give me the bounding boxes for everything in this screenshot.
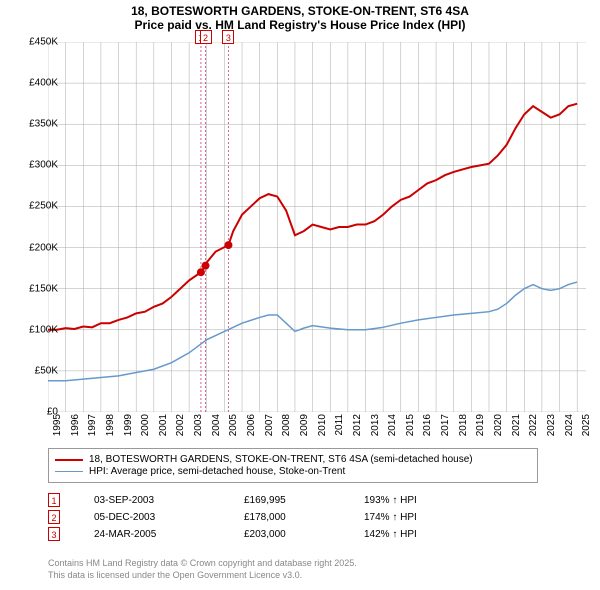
x-tick-label: 2009 — [299, 414, 310, 444]
legend-text: HPI: Average price, semi-detached house,… — [89, 466, 345, 477]
attribution: Contains HM Land Registry data © Crown c… — [48, 558, 357, 581]
y-tick-label: £450K — [29, 37, 58, 48]
x-tick-label: 2020 — [493, 414, 504, 444]
y-tick-label: £300K — [29, 160, 58, 171]
x-tick-label: 1999 — [123, 414, 134, 444]
y-tick-label: £400K — [29, 78, 58, 89]
x-tick-label: 2025 — [581, 414, 592, 444]
x-tick-label: 2017 — [440, 414, 451, 444]
y-tick-label: £350K — [29, 119, 58, 130]
sale-marker: 3 — [48, 527, 60, 541]
sale-pct: 193% ↑ HPI — [364, 495, 484, 506]
legend-item: 18, BOTESWORTH GARDENS, STOKE-ON-TRENT, … — [55, 454, 531, 465]
chart-marker-label: 2 — [200, 30, 212, 44]
legend-item: HPI: Average price, semi-detached house,… — [55, 466, 531, 477]
sale-row: 1 03-SEP-2003£169,995193% ↑ HPI — [48, 493, 538, 507]
x-tick-label: 2008 — [281, 414, 292, 444]
attribution-line1: Contains HM Land Registry data © Crown c… — [48, 558, 357, 570]
x-tick-label: 2011 — [334, 414, 345, 444]
x-tick-label: 2016 — [422, 414, 433, 444]
sale-date: 05-DEC-2003 — [94, 512, 244, 523]
x-tick-label: 2001 — [158, 414, 169, 444]
x-tick-label: 2014 — [387, 414, 398, 444]
x-tick-label: 2018 — [458, 414, 469, 444]
legend-swatch — [55, 471, 83, 473]
sale-pct: 174% ↑ HPI — [364, 512, 484, 523]
sale-marker: 1 — [48, 493, 60, 507]
y-tick-label: £150K — [29, 283, 58, 294]
x-tick-label: 2005 — [228, 414, 239, 444]
x-tick-label: 2006 — [246, 414, 257, 444]
x-tick-label: 2002 — [175, 414, 186, 444]
title-line2: Price paid vs. HM Land Registry's House … — [0, 18, 600, 32]
chart-area — [48, 42, 586, 412]
title-line1: 18, BOTESWORTH GARDENS, STOKE-ON-TRENT, … — [0, 4, 600, 18]
x-tick-label: 2023 — [546, 414, 557, 444]
y-tick-label: £100K — [29, 324, 58, 335]
sale-row: 3 24-MAR-2005£203,000142% ↑ HPI — [48, 527, 538, 541]
chart-title: 18, BOTESWORTH GARDENS, STOKE-ON-TRENT, … — [0, 0, 600, 34]
x-tick-label: 2024 — [564, 414, 575, 444]
legend-text: 18, BOTESWORTH GARDENS, STOKE-ON-TRENT, … — [89, 454, 473, 465]
x-tick-label: 2015 — [405, 414, 416, 444]
sales-table: 1 03-SEP-2003£169,995193% ↑ HPI 2 05-DEC-20… — [48, 490, 538, 544]
x-tick-label: 1996 — [70, 414, 81, 444]
sale-row: 2 05-DEC-2003£178,000174% ↑ HPI — [48, 510, 538, 524]
y-tick-label: £50K — [35, 365, 58, 376]
x-tick-label: 2021 — [511, 414, 522, 444]
legend: 18, BOTESWORTH GARDENS, STOKE-ON-TRENT, … — [48, 448, 538, 483]
x-tick-label: 1997 — [87, 414, 98, 444]
sale-price: £203,000 — [244, 529, 364, 540]
plot-svg — [48, 42, 586, 412]
y-tick-label: £200K — [29, 242, 58, 253]
x-tick-label: 2010 — [317, 414, 328, 444]
x-tick-label: 2022 — [528, 414, 539, 444]
x-tick-label: 2000 — [140, 414, 151, 444]
sale-marker: 2 — [48, 510, 60, 524]
x-tick-label: 2004 — [211, 414, 222, 444]
x-tick-label: 1998 — [105, 414, 116, 444]
y-tick-label: £250K — [29, 201, 58, 212]
x-tick-label: 2007 — [264, 414, 275, 444]
x-tick-label: 2003 — [193, 414, 204, 444]
legend-swatch — [55, 459, 83, 461]
x-tick-label: 1995 — [52, 414, 63, 444]
x-tick-label: 2019 — [475, 414, 486, 444]
chart-container: 18, BOTESWORTH GARDENS, STOKE-ON-TRENT, … — [0, 0, 600, 590]
sale-pct: 142% ↑ HPI — [364, 529, 484, 540]
x-tick-label: 2012 — [352, 414, 363, 444]
chart-marker-label: 3 — [222, 30, 234, 44]
sale-price: £178,000 — [244, 512, 364, 523]
sale-date: 03-SEP-2003 — [94, 495, 244, 506]
x-tick-label: 2013 — [370, 414, 381, 444]
sale-date: 24-MAR-2005 — [94, 529, 244, 540]
attribution-line2: This data is licensed under the Open Gov… — [48, 570, 357, 582]
sale-price: £169,995 — [244, 495, 364, 506]
